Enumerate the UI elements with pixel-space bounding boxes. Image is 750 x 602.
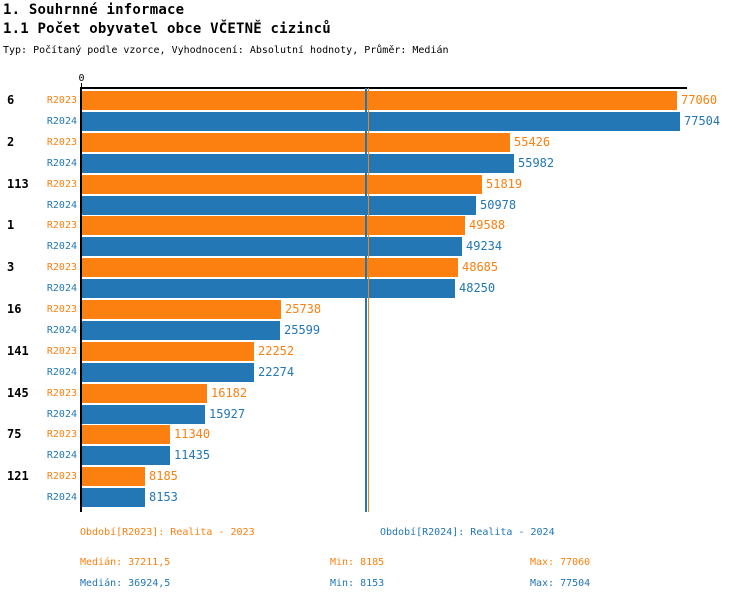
legend-median-r2024: Medián: 36924,5 (80, 578, 171, 589)
chart-subtitle: Typ: Počítaný podle vzorce, Vyhodnocení:… (3, 45, 449, 56)
value-label-r2023: 16182 (211, 386, 248, 400)
bar-r2024 (82, 112, 680, 131)
series-label-r2023: R2023 (46, 388, 77, 399)
value-label-r2024: 22274 (258, 365, 295, 379)
chart-title: 1.1 Počet obyvatel obce VČETNĚ cizinců (3, 21, 331, 37)
bar-r2024 (82, 196, 476, 215)
value-label-r2023: 22252 (258, 344, 295, 358)
bar-r2023 (82, 133, 510, 152)
series-label-r2023: R2023 (46, 220, 77, 231)
legend-max-r2024: Max: 77504 (530, 578, 591, 589)
bar-r2024 (82, 446, 170, 465)
category-label: 75 (7, 427, 22, 441)
bar-r2023 (82, 91, 677, 110)
series-label-r2023: R2023 (46, 304, 77, 315)
category-label: 145 (7, 386, 29, 400)
bar-r2024 (82, 363, 254, 382)
value-label-r2023: 77060 (681, 93, 718, 107)
legend-min-r2023: Min: 8185 (330, 557, 385, 568)
bar-r2023 (82, 425, 170, 444)
category-label: 1 (7, 218, 15, 232)
series-label-r2023: R2023 (46, 471, 77, 482)
category-label: 113 (7, 177, 29, 191)
value-label-r2023: 51819 (486, 177, 523, 191)
value-label-r2024: 49234 (466, 239, 503, 253)
section-title: 1. Souhrnné informace (3, 2, 185, 18)
category-label: 2 (7, 135, 15, 149)
value-label-r2024: 15927 (209, 407, 246, 421)
series-label-r2023: R2023 (46, 137, 77, 148)
category-label: 16 (7, 302, 22, 316)
series-label-r2023: R2023 (46, 429, 77, 440)
value-label-r2024: 11435 (174, 448, 211, 462)
x-axis-zero-label: 0 (78, 73, 85, 84)
bar-r2024 (82, 321, 280, 340)
bar-r2024 (82, 405, 205, 424)
category-label: 121 (7, 469, 29, 483)
series-label-r2023: R2023 (46, 262, 77, 273)
category-label: 6 (7, 93, 15, 107)
legend-min-r2024: Min: 8153 (330, 578, 385, 589)
x-axis-zero-tick (81, 83, 82, 87)
category-label: 3 (7, 260, 15, 274)
median-line-r2023 (367, 88, 370, 512)
bar-r2023 (82, 258, 458, 277)
value-label-r2024: 55982 (518, 156, 555, 170)
legend-median-r2023: Medián: 37211,5 (80, 557, 171, 568)
value-label-r2024: 25599 (284, 323, 321, 337)
bar-r2023 (82, 300, 281, 319)
series-label-r2024: R2024 (46, 367, 77, 378)
bar-r2024 (82, 279, 455, 298)
bar-r2024 (82, 154, 514, 173)
value-label-r2023: 25738 (285, 302, 322, 316)
series-label-r2024: R2024 (46, 325, 77, 336)
bar-r2024 (82, 237, 462, 256)
series-label-r2024: R2024 (46, 200, 77, 211)
series-label-r2023: R2023 (46, 346, 77, 357)
legend-period-r2023: Období[R2023]: Realita - 2023 (80, 527, 255, 538)
bar-r2023 (82, 384, 207, 403)
value-label-r2024: 48250 (459, 281, 496, 295)
series-label-r2024: R2024 (46, 450, 77, 461)
series-label-r2024: R2024 (46, 116, 77, 127)
bar-r2023 (82, 467, 145, 486)
value-label-r2023: 48685 (462, 260, 499, 274)
bar-r2024 (82, 488, 145, 507)
series-label-r2023: R2023 (46, 95, 77, 106)
legend-max-r2023: Max: 77060 (530, 557, 591, 568)
series-label-r2024: R2024 (46, 283, 77, 294)
y-axis-line (80, 87, 82, 512)
value-label-r2024: 77504 (684, 114, 721, 128)
value-label-r2024: 8153 (149, 490, 178, 504)
series-label-r2024: R2024 (46, 492, 77, 503)
x-axis-line (81, 87, 687, 89)
series-label-r2024: R2024 (46, 409, 77, 420)
value-label-r2023: 11340 (174, 427, 211, 441)
category-label: 141 (7, 344, 29, 358)
series-label-r2023: R2023 (46, 179, 77, 190)
value-label-r2024: 50978 (480, 198, 517, 212)
bar-r2023 (82, 216, 465, 235)
series-label-r2024: R2024 (46, 158, 77, 169)
median-line-r2024 (365, 88, 367, 512)
series-label-r2024: R2024 (46, 241, 77, 252)
bar-r2023 (82, 175, 482, 194)
value-label-r2023: 8185 (149, 469, 178, 483)
bar-r2023 (82, 342, 254, 361)
value-label-r2023: 49588 (469, 218, 506, 232)
value-label-r2023: 55426 (514, 135, 551, 149)
legend-period-r2024: Období[R2024]: Realita - 2024 (380, 527, 555, 538)
